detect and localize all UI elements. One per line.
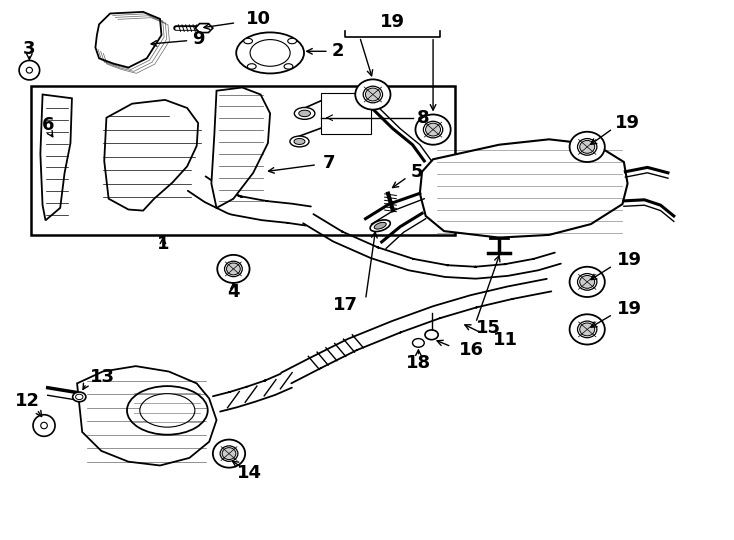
- Text: 8: 8: [417, 109, 429, 127]
- Text: 19: 19: [380, 12, 405, 31]
- Ellipse shape: [284, 64, 293, 69]
- Text: 19: 19: [617, 300, 642, 318]
- Ellipse shape: [220, 446, 238, 461]
- Ellipse shape: [217, 255, 250, 283]
- Bar: [321, 93, 371, 134]
- Ellipse shape: [225, 261, 242, 276]
- Ellipse shape: [413, 339, 424, 347]
- Ellipse shape: [139, 394, 195, 427]
- Text: 9: 9: [192, 30, 205, 48]
- Polygon shape: [104, 100, 198, 211]
- Ellipse shape: [570, 267, 605, 297]
- Ellipse shape: [355, 79, 390, 110]
- Ellipse shape: [247, 64, 256, 69]
- Ellipse shape: [374, 222, 386, 229]
- Text: 10: 10: [246, 10, 271, 28]
- Ellipse shape: [250, 39, 290, 66]
- Ellipse shape: [288, 38, 297, 44]
- Ellipse shape: [578, 139, 597, 155]
- Text: 4: 4: [227, 282, 240, 301]
- Ellipse shape: [294, 138, 305, 145]
- Polygon shape: [211, 87, 270, 208]
- Ellipse shape: [426, 123, 440, 136]
- Ellipse shape: [570, 132, 605, 162]
- Ellipse shape: [76, 394, 83, 400]
- Text: 6: 6: [41, 116, 54, 134]
- Text: 1: 1: [156, 235, 170, 253]
- Ellipse shape: [299, 110, 310, 117]
- Text: 7: 7: [323, 154, 335, 172]
- Text: 3: 3: [23, 39, 36, 58]
- Ellipse shape: [73, 392, 86, 402]
- Ellipse shape: [578, 274, 597, 290]
- Polygon shape: [420, 139, 628, 238]
- Ellipse shape: [425, 330, 438, 340]
- Ellipse shape: [578, 321, 597, 338]
- Polygon shape: [95, 12, 161, 68]
- Polygon shape: [195, 24, 213, 32]
- Bar: [31, 86, 455, 235]
- Ellipse shape: [26, 68, 32, 73]
- Text: 14: 14: [237, 464, 262, 482]
- Ellipse shape: [580, 323, 595, 336]
- Polygon shape: [77, 366, 217, 465]
- Ellipse shape: [570, 314, 605, 345]
- Ellipse shape: [580, 140, 595, 153]
- Ellipse shape: [580, 275, 595, 288]
- Text: 17: 17: [333, 296, 358, 314]
- Text: 19: 19: [615, 114, 640, 132]
- Ellipse shape: [415, 114, 451, 145]
- Text: 13: 13: [90, 368, 115, 386]
- Text: 12: 12: [15, 392, 40, 410]
- Ellipse shape: [33, 415, 55, 436]
- Ellipse shape: [236, 32, 304, 73]
- Ellipse shape: [41, 422, 47, 429]
- Ellipse shape: [424, 122, 443, 138]
- Ellipse shape: [294, 107, 315, 119]
- Polygon shape: [40, 94, 72, 220]
- Text: 19: 19: [617, 251, 642, 269]
- Ellipse shape: [19, 60, 40, 80]
- Text: 5: 5: [411, 163, 424, 181]
- Ellipse shape: [213, 440, 245, 468]
- Text: 15: 15: [476, 319, 501, 338]
- Ellipse shape: [370, 220, 390, 232]
- Text: 11: 11: [493, 331, 518, 349]
- Ellipse shape: [244, 38, 252, 44]
- Text: 2: 2: [332, 42, 344, 60]
- Ellipse shape: [127, 386, 208, 435]
- Text: 18: 18: [406, 354, 431, 372]
- Ellipse shape: [363, 86, 382, 103]
- Ellipse shape: [222, 448, 236, 460]
- Ellipse shape: [290, 136, 309, 147]
- Ellipse shape: [227, 263, 240, 275]
- Text: 16: 16: [459, 341, 484, 359]
- Ellipse shape: [366, 88, 380, 101]
